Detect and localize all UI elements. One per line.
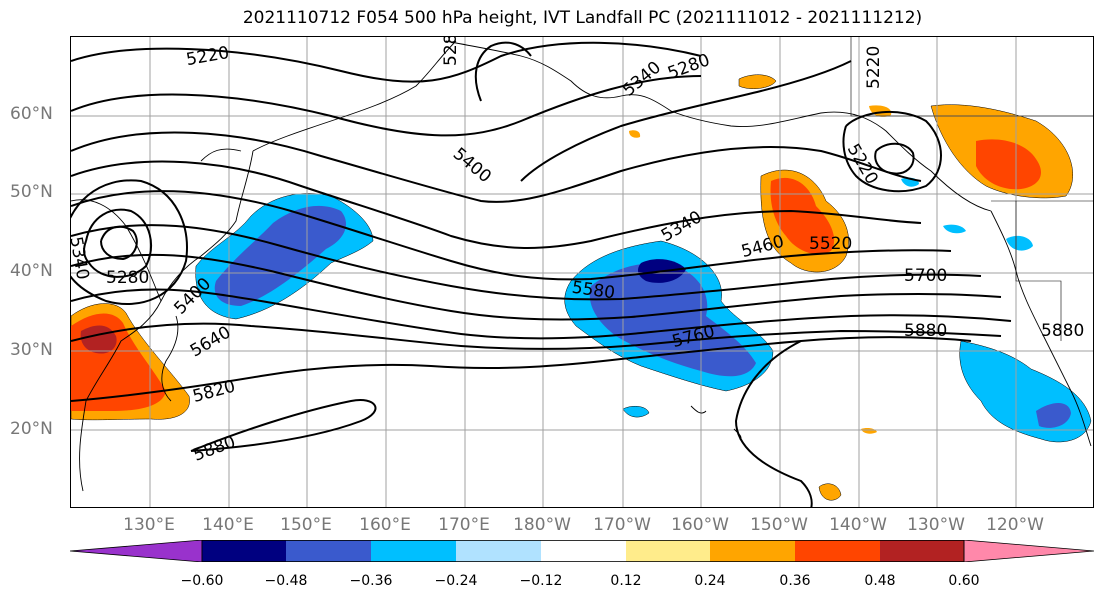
colorbar-segment	[880, 540, 964, 562]
contour-label: 5280	[665, 50, 712, 84]
lon-label-130e: 130°E	[123, 515, 175, 535]
colorbar-segment	[202, 540, 286, 562]
colorbar-tick-label: 0.24	[694, 573, 726, 589]
colorbar-segment	[456, 540, 541, 562]
colorbar-segment	[795, 540, 880, 562]
lon-label-150w: 150°W	[750, 515, 808, 535]
lat-label-40n: 40°N	[10, 261, 53, 281]
colorbar-tick-label: −0.36	[349, 573, 393, 589]
svg-text:5280: 5280	[441, 37, 461, 66]
height-contours	[71, 41, 1012, 507]
contour-label: 5700	[904, 266, 947, 286]
colorbar-segment	[710, 540, 795, 562]
contour-label: 5640	[187, 323, 234, 362]
colorbar-extend-max	[963, 540, 1094, 562]
lon-label-150e: 150°E	[280, 515, 332, 535]
colorbar-tick-label: −0.24	[434, 573, 478, 589]
colorbar	[70, 540, 1094, 562]
colorbar-tick-label: −0.12	[519, 573, 563, 589]
lon-label-160w: 160°W	[671, 515, 729, 535]
high-contour-label: 5280	[441, 37, 461, 66]
map-panel: 5220 5280 5340 5400 5460 5520 5580 5640 …	[70, 36, 1094, 508]
colorbar-tick-label: 0.12	[610, 573, 642, 589]
contour-label: 5400	[449, 144, 495, 187]
map-canvas: 5220 5280 5340 5400 5460 5520 5580 5640 …	[71, 37, 1093, 507]
contour-label: 5820	[191, 376, 238, 407]
lon-label-140w: 140°W	[829, 515, 887, 535]
colorbar-segment	[541, 540, 626, 562]
contour-label: 5880	[191, 432, 238, 466]
colorbar-segment	[371, 540, 456, 562]
lon-label-120w: 120°W	[986, 515, 1044, 535]
contour-label: 5220	[864, 46, 884, 89]
colorbar-tick-label: −0.60	[180, 573, 224, 589]
contour-label: 5340	[71, 235, 93, 281]
contour-label: 5520	[809, 234, 852, 254]
borders	[850, 37, 1093, 341]
lon-label-160e: 160°E	[359, 515, 411, 535]
colorbar-tick-label: 0.60	[948, 573, 980, 589]
lat-label-20n: 20°N	[10, 419, 53, 439]
coastlines	[71, 40, 1092, 492]
lat-label-50n: 50°N	[10, 182, 53, 202]
ivt-negative-shading	[195, 177, 1092, 443]
colorbar-segment	[626, 540, 710, 562]
contour-label: 5880	[1041, 321, 1084, 341]
map-title: 2021110712 F054 500 hPa height, IVT Land…	[242, 8, 923, 28]
colorbar-tick-label: −0.48	[264, 573, 308, 589]
lon-label-130w: 130°W	[907, 515, 965, 535]
lon-label-170e: 170°E	[438, 515, 490, 535]
lon-label-180w: 180°W	[513, 515, 571, 535]
map-gridlines	[71, 37, 1093, 507]
lon-label-140e: 140°E	[202, 515, 254, 535]
colorbar-segment	[286, 540, 371, 562]
contour-label: 5280	[106, 268, 149, 288]
colorbar-tick-label: 0.36	[779, 573, 811, 589]
contour-label: 5880	[904, 321, 947, 341]
contour-label: 5340	[658, 207, 705, 246]
colorbar-tick-label: 0.48	[864, 573, 896, 589]
lon-label-170w: 170°W	[593, 515, 651, 535]
contour-label: 5220	[185, 43, 231, 70]
lat-label-60n: 60°N	[10, 104, 53, 124]
lat-label-30n: 30°N	[10, 340, 53, 360]
colorbar-extend-min	[70, 540, 203, 562]
